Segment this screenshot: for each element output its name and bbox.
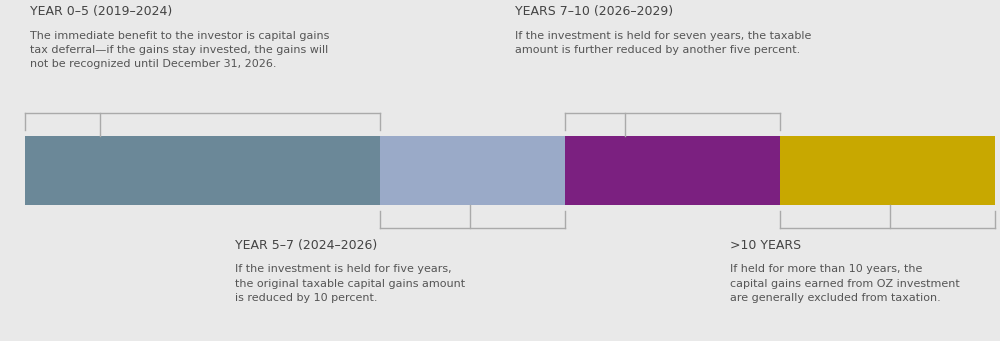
Text: If the investment is held for seven years, the taxable
amount is further reduced: If the investment is held for seven year…	[515, 31, 811, 55]
Text: YEAR 5–7 (2024–2026): YEAR 5–7 (2024–2026)	[235, 239, 377, 252]
Bar	[380, 136, 565, 205]
Text: >10 YEARS: >10 YEARS	[730, 239, 801, 252]
Text: If held for more than 10 years, the
capital gains earned from OZ investment
are : If held for more than 10 years, the capi…	[730, 264, 960, 303]
Text: YEARS 7–10 (2026–2029): YEARS 7–10 (2026–2029)	[515, 5, 673, 18]
Bar	[25, 136, 380, 205]
Text: If the investment is held for five years,
the original taxable capital gains amo: If the investment is held for five years…	[235, 264, 465, 303]
Bar	[565, 136, 780, 205]
Text: The immediate benefit to the investor is capital gains
tax deferral—if the gains: The immediate benefit to the investor is…	[30, 31, 329, 70]
Bar	[780, 136, 995, 205]
Text: YEAR 0–5 (2019–2024): YEAR 0–5 (2019–2024)	[30, 5, 172, 18]
